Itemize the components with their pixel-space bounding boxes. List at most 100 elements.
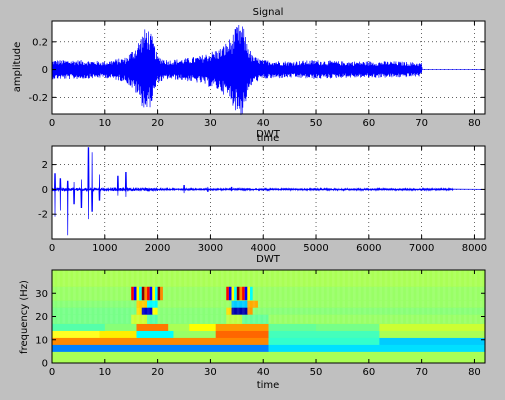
heatmap-texture	[273, 286, 277, 301]
heatmap-texture	[321, 307, 324, 315]
heatmap-texture	[242, 314, 245, 324]
heatmap-texture	[94, 270, 97, 287]
heatmap-texture	[210, 300, 214, 308]
heatmap-stripe	[226, 286, 229, 301]
heatmap-stripe	[160, 286, 163, 301]
heatmap-cell	[147, 300, 159, 308]
heatmap-stripe	[147, 286, 150, 301]
heatmap-stripe	[236, 286, 240, 301]
heatmap-texture	[368, 307, 372, 315]
heatmap-texture	[104, 314, 108, 324]
heatmap-texture	[426, 270, 430, 287]
heatmap-texture	[374, 307, 377, 315]
heatmap-texture	[62, 286, 66, 301]
heatmap-texture	[184, 314, 187, 324]
heatmap-texture	[395, 300, 398, 308]
y-tick-label: 0.2	[32, 37, 48, 48]
heatmap-cell	[226, 307, 233, 315]
heatmap-texture	[184, 300, 187, 308]
signal-axes-frame	[51, 20, 486, 115]
heatmap-texture	[157, 270, 161, 287]
heatmap-texture	[62, 270, 66, 287]
heatmap-texture	[279, 286, 282, 301]
heatmap-texture	[453, 307, 456, 315]
heatmap-stripe	[231, 286, 235, 301]
heatmap-texture	[448, 286, 451, 301]
heatmap-texture	[416, 300, 419, 308]
heatmap-texture	[194, 300, 198, 308]
signal-title: Signal	[253, 7, 284, 18]
heatmap-texture	[448, 314, 451, 324]
heatmap-texture	[453, 270, 456, 287]
heatmap-texture	[469, 300, 472, 308]
heatmap-texture	[189, 300, 192, 308]
heatmap-texture	[321, 286, 324, 301]
heatmap-texture	[115, 314, 119, 324]
heatmap-texture	[168, 286, 171, 301]
heatmap-texture	[157, 314, 161, 324]
x-tick-label: 1000	[92, 243, 117, 254]
heatmap-texture	[199, 300, 203, 308]
heatmap-texture	[125, 300, 129, 308]
dwt-heatmap	[52, 270, 486, 364]
heatmap-stripe	[234, 286, 237, 301]
heatmap-cell	[52, 307, 137, 315]
heatmap-texture	[115, 270, 119, 287]
heatmap-texture	[152, 300, 155, 308]
heatmap-texture	[268, 300, 272, 308]
heatmap-texture	[421, 300, 425, 308]
heatmap-title: DWT	[256, 254, 281, 265]
heatmap-texture	[173, 270, 177, 287]
heatmap-texture	[94, 300, 97, 308]
heatmap-texture	[448, 270, 451, 287]
heatmap-texture	[184, 286, 187, 301]
heatmap-texture	[326, 270, 330, 287]
heatmap-texture	[162, 314, 166, 324]
x-tick-label: 2000	[145, 243, 170, 254]
heatmap-cell	[157, 300, 233, 308]
heatmap-texture	[99, 307, 103, 315]
heatmap-stripe	[144, 286, 148, 301]
heatmap-texture	[289, 286, 293, 301]
heatmap-texture	[67, 314, 71, 324]
heatmap-texture	[463, 307, 467, 315]
heatmap-cell	[231, 307, 248, 315]
heatmap-texture	[210, 314, 214, 324]
heatmap-texture	[300, 314, 303, 324]
heatmap-texture	[294, 270, 298, 287]
heatmap-texture	[220, 300, 224, 308]
heatmap-texture	[379, 314, 383, 324]
heatmap-texture	[210, 286, 214, 301]
heatmap-texture	[215, 300, 219, 308]
heatmap-texture	[115, 300, 119, 308]
heatmap-texture	[104, 286, 108, 301]
heatmap-texture	[52, 314, 55, 324]
heatmap-texture	[432, 300, 435, 308]
heatmap-texture	[83, 307, 87, 315]
heatmap-texture	[141, 314, 145, 324]
heatmap-texture	[437, 270, 441, 287]
heatmap-texture	[294, 286, 298, 301]
heatmap-cell	[268, 337, 380, 345]
heatmap-texture	[379, 286, 383, 301]
heatmap-texture	[120, 270, 124, 287]
heatmap-stripe	[239, 286, 243, 301]
dwt-panel: 0 1000 2000 3000 4000 5000 6000 7000 8000 -2 0 2 DW…	[38, 129, 487, 254]
heatmap-texture	[421, 286, 425, 301]
heatmap-texture	[178, 307, 182, 315]
heatmap-texture	[279, 270, 282, 287]
heatmap-texture	[73, 314, 76, 324]
heatmap-texture	[247, 307, 251, 315]
heatmap-ylabel: frequency (Hz)	[19, 280, 30, 354]
y-tick-label: 2	[42, 160, 48, 171]
x-tick-label: 60	[362, 118, 375, 129]
heatmap-texture	[236, 307, 240, 315]
heatmap-texture	[242, 270, 245, 287]
heatmap-texture	[294, 314, 298, 324]
heatmap-texture	[453, 286, 456, 301]
y-tick-label: 30	[35, 289, 48, 300]
heatmap-texture	[347, 307, 351, 315]
heatmap-texture	[305, 314, 309, 324]
heatmap-texture	[469, 286, 472, 301]
heatmap-texture	[220, 270, 224, 287]
